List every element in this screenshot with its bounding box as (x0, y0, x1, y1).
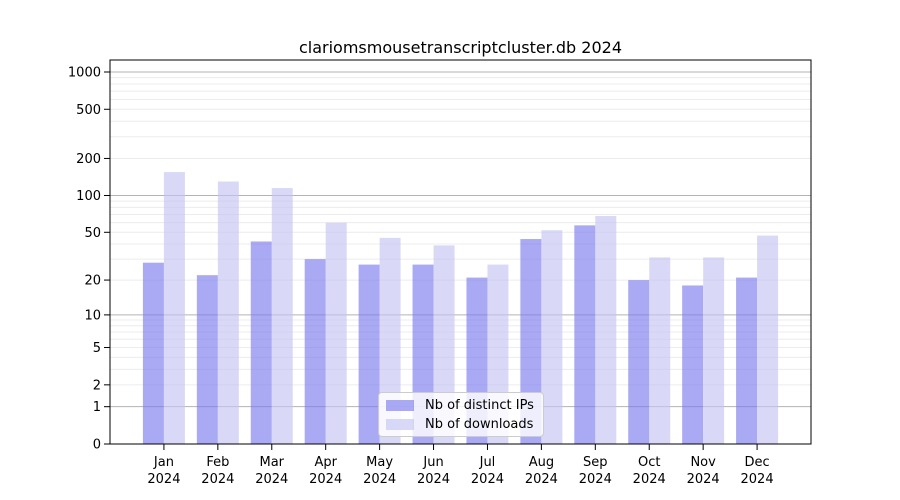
legend-swatch-distinct-ips (386, 399, 414, 411)
y-tick-label: 200 (76, 152, 101, 167)
y-tick-label: 1 (93, 400, 101, 415)
x-tick-label-year: 2024 (687, 472, 720, 487)
x-tick-label-month: Jan (153, 455, 174, 470)
y-tick-label: 0 (93, 438, 101, 453)
x-tick-label-month: Jun (422, 455, 443, 470)
legend-swatch-downloads (386, 418, 414, 430)
x-tick-label-month: Mar (260, 455, 285, 470)
y-tick-label: 100 (76, 189, 101, 204)
legend-label-downloads: Nb of downloads (425, 416, 534, 432)
x-tick-label-year: 2024 (633, 472, 666, 487)
y-tick-label: 500 (76, 103, 101, 118)
x-tick-label-year: 2024 (417, 472, 450, 487)
x-tick-label-year: 2024 (201, 472, 234, 487)
y-tick-label: 1000 (68, 66, 101, 81)
x-tick-label-year: 2024 (579, 472, 612, 487)
x-tick-label-month: Apr (314, 455, 337, 470)
y-tick-label: 20 (84, 274, 101, 289)
x-tick-label-month: Dec (744, 455, 769, 470)
x-tick-label-month: May (366, 455, 393, 470)
bar-nb-of-distinct-ips-sep (574, 225, 596, 444)
bar-nb-of-downloads-oct (649, 257, 671, 444)
bar-nb-of-distinct-ips-nov (682, 285, 704, 444)
bar-nb-of-downloads-sep (595, 216, 617, 444)
legend: Nb of distinct IPs Nb of downloads (378, 392, 544, 437)
bar-nb-of-downloads-dec (757, 235, 779, 444)
bar-nb-of-downloads-aug (541, 230, 563, 444)
x-tick-label-year: 2024 (525, 472, 558, 487)
x-tick-label-month: Aug (529, 455, 554, 470)
x-tick-label-year: 2024 (309, 472, 342, 487)
chart-title: clariomsmousetranscriptcluster.db 2024 (298, 38, 622, 57)
x-tick-label-month: Nov (690, 455, 716, 470)
y-tick-label: 2 (93, 378, 101, 393)
bar-nb-of-distinct-ips-mar (250, 241, 272, 444)
bar-nb-of-downloads-mar (271, 188, 293, 444)
x-tick-label-year: 2024 (255, 472, 288, 487)
x-tick-label-month: Feb (206, 455, 229, 470)
x-tick-label-month: Jul (479, 455, 496, 470)
bar-nb-of-distinct-ips-may (358, 264, 380, 444)
bar-nb-of-distinct-ips-feb (196, 275, 218, 444)
bar-nb-of-distinct-ips-apr (304, 259, 326, 444)
y-tick-label: 50 (84, 226, 101, 241)
legend-row-downloads: Nb of downloads (386, 417, 535, 432)
x-tick-label-month: Oct (638, 455, 660, 470)
x-tick-label-month: Sep (583, 455, 608, 470)
plot-frame (109, 59, 812, 445)
bar-nb-of-distinct-ips-oct (628, 280, 650, 444)
legend-row-distinct-ips: Nb of distinct IPs (386, 398, 535, 413)
bar-nb-of-distinct-ips-jan (142, 262, 164, 444)
y-tick-label: 10 (84, 308, 101, 323)
x-tick-label-year: 2024 (741, 472, 774, 487)
bar-nb-of-distinct-ips-dec (736, 277, 758, 444)
bar-nb-of-downloads-apr (325, 222, 347, 444)
legend-label-distinct-ips: Nb of distinct IPs (425, 397, 534, 413)
bar-nb-of-downloads-feb (217, 181, 239, 444)
x-tick-label-year: 2024 (363, 472, 396, 487)
y-tick-label: 5 (93, 341, 101, 356)
bar-nb-of-downloads-nov (703, 257, 725, 444)
bar-nb-of-downloads-jan (163, 172, 185, 444)
x-tick-label-year: 2024 (147, 472, 180, 487)
x-tick-label-year: 2024 (471, 472, 504, 487)
